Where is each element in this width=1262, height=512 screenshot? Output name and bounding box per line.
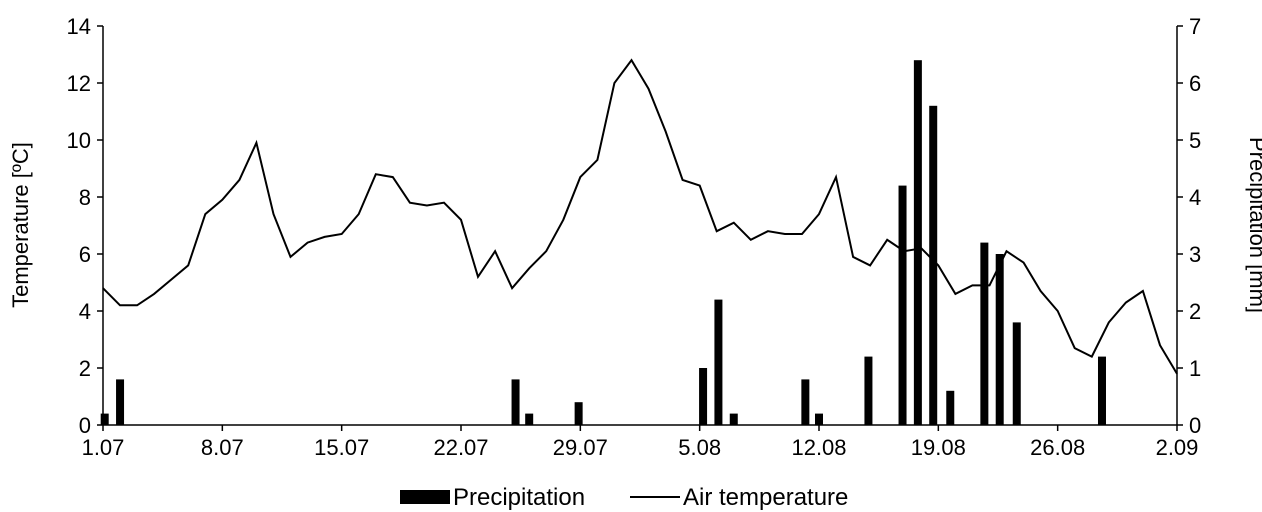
left-tick-label: 12 [67,71,91,96]
x-tick-label: 12.08 [791,435,846,460]
x-tick-label: 8.07 [201,435,244,460]
precipitation-bar [946,390,955,425]
precipitation-bar [116,379,125,425]
left-axis-title: Temperature [ºC] [8,142,33,308]
precipitation-bar [525,413,534,425]
right-axis-title: Precipitation [mm] [1245,137,1262,313]
legend: Precipitation Air temperature [400,484,848,511]
x-tick-label: 5.08 [678,435,721,460]
precipitation-bar [815,413,823,425]
precipitation-bar [980,242,989,425]
precipitation-bar [100,413,109,425]
right-tick-label: 3 [1189,242,1201,267]
right-tick-label: 2 [1189,299,1201,324]
precipitation-bar [801,379,810,425]
x-axis-ticks: 1.07 8.07 15.07 22.07 29.07 5.08 12.08 19.08 26.… [82,425,1199,460]
precipitation-bar [699,368,708,425]
precipitation-bar [714,299,723,425]
right-tick-label: 4 [1189,185,1201,210]
right-tick-label: 6 [1189,71,1201,96]
legend-label-air-temperature: Air temperature [683,484,848,511]
legend-label-precipitation: Precipitation [453,484,585,511]
right-tick-label: 7 [1189,14,1201,39]
left-tick-label: 0 [79,413,91,438]
left-tick-label: 10 [67,128,91,153]
right-tick-label: 1 [1189,356,1201,381]
x-tick-label: 2.09 [1156,435,1199,460]
precipitation-bar [898,185,907,425]
air-temperature-line [102,58,1178,375]
precipitation-bar [995,254,1004,425]
right-tick-label: 5 [1189,128,1201,153]
precipitation-bar [511,379,520,425]
right-axis-ticks: 0 1 2 3 4 5 6 7 [1177,14,1201,438]
left-axis-ticks: 0 2 4 6 8 10 12 14 [67,14,103,438]
precipitation-bar [929,105,938,426]
x-tick-label: 19.08 [911,435,966,460]
x-tick-label: 26.08 [1030,435,1085,460]
precipitation-bar [913,60,922,425]
left-tick-label: 8 [79,185,91,210]
left-tick-label: 14 [67,14,91,39]
precipitation-bar [1097,356,1106,425]
x-tick-label: 29.07 [553,435,608,460]
precipitation-bar [574,402,583,425]
precipitation-bar [729,413,738,425]
precipitation-bar [1012,322,1021,425]
left-tick-label: 6 [79,242,91,267]
x-tick-label: 15.07 [314,435,369,460]
right-tick-label: 0 [1189,413,1201,438]
x-tick-label: 1.07 [82,435,125,460]
left-tick-label: 2 [79,356,91,381]
legend-swatch-precipitation [400,490,450,504]
precipitation-bar [864,356,873,425]
left-tick-label: 4 [79,299,91,324]
precipitation-bars [100,60,1106,426]
x-tick-label: 22.07 [433,435,488,460]
